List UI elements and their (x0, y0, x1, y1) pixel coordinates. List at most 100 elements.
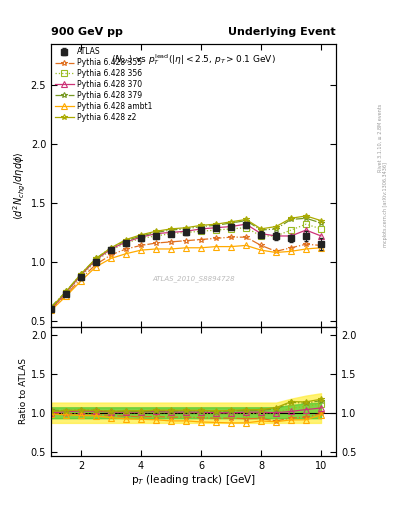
Pythia 6.428 355 (274, 248, 278, 254)
Text: $\langle N_{ch}\rangle$ vs $p_T^{\rm lead}$($|\eta| < 2.5$, $p_T > 0.1$ GeV): $\langle N_{ch}\rangle$ vs $p_T^{\rm lea… (111, 52, 276, 67)
Pythia 6.428 z2 (274, 223, 278, 229)
Pythia 6.428 355 (139, 242, 143, 248)
Pythia 6.428 370 (319, 233, 323, 239)
Pythia 6.428 355 (259, 242, 263, 248)
Pythia 6.428 370 (94, 257, 98, 263)
Pythia 6.428 z2 (214, 221, 219, 227)
Pythia 6.428 379 (169, 227, 173, 233)
Pythia 6.428 355 (199, 237, 204, 243)
Pythia 6.428 ambt1 (184, 245, 188, 251)
Pythia 6.428 356 (214, 227, 219, 233)
Pythia 6.428 z2 (304, 213, 309, 219)
Pythia 6.428 ambt1 (124, 250, 129, 257)
Pythia 6.428 ambt1 (109, 255, 114, 262)
X-axis label: p$_T$ (leading track) [GeV]: p$_T$ (leading track) [GeV] (131, 473, 256, 487)
Pythia 6.428 356 (259, 233, 263, 239)
Pythia 6.428 370 (229, 223, 233, 229)
Line: Pythia 6.428 ambt1: Pythia 6.428 ambt1 (48, 243, 324, 313)
Pythia 6.428 379 (139, 233, 143, 239)
Pythia 6.428 370 (274, 233, 278, 239)
Text: ATLAS_2010_S8894728: ATLAS_2010_S8894728 (152, 275, 235, 282)
Pythia 6.428 355 (79, 275, 83, 282)
Pythia 6.428 355 (244, 234, 248, 240)
Pythia 6.428 ambt1 (199, 245, 204, 251)
Pythia 6.428 ambt1 (244, 242, 248, 248)
Pythia 6.428 z2 (49, 305, 53, 311)
Pythia 6.428 379 (64, 288, 68, 294)
Pythia 6.428 370 (199, 226, 204, 232)
Pythia 6.428 z2 (124, 237, 129, 243)
Pythia 6.428 z2 (259, 226, 263, 232)
Text: mcplots.cern.ch [arXiv:1306.3436]: mcplots.cern.ch [arXiv:1306.3436] (383, 162, 387, 247)
Pythia 6.428 370 (244, 221, 248, 227)
Pythia 6.428 356 (49, 305, 53, 311)
Pythia 6.428 355 (124, 246, 129, 252)
Pythia 6.428 370 (304, 227, 309, 233)
Legend: ATLAS, Pythia 6.428 355, Pythia 6.428 356, Pythia 6.428 370, Pythia 6.428 379, P: ATLAS, Pythia 6.428 355, Pythia 6.428 35… (53, 46, 154, 123)
Pythia 6.428 ambt1 (154, 246, 158, 252)
Line: Pythia 6.428 370: Pythia 6.428 370 (48, 221, 324, 312)
Pythia 6.428 379 (319, 220, 323, 226)
Pythia 6.428 ambt1 (94, 264, 98, 270)
Pythia 6.428 356 (289, 227, 294, 233)
Pythia 6.428 379 (184, 226, 188, 232)
Pythia 6.428 ambt1 (214, 244, 219, 250)
Pythia 6.428 356 (274, 233, 278, 239)
Pythia 6.428 379 (79, 271, 83, 277)
Pythia 6.428 356 (124, 240, 129, 246)
Pythia 6.428 ambt1 (274, 249, 278, 255)
Pythia 6.428 379 (304, 215, 309, 221)
Text: Rivet 3.1.10, ≥ 2.8M events: Rivet 3.1.10, ≥ 2.8M events (378, 104, 383, 173)
Pythia 6.428 z2 (319, 218, 323, 224)
Pythia 6.428 ambt1 (289, 248, 294, 254)
Pythia 6.428 379 (289, 217, 294, 223)
Pythia 6.428 356 (79, 273, 83, 279)
Text: Underlying Event: Underlying Event (228, 27, 336, 37)
Pythia 6.428 z2 (79, 271, 83, 277)
Pythia 6.428 356 (94, 258, 98, 264)
Pythia 6.428 379 (109, 245, 114, 251)
Pythia 6.428 355 (109, 252, 114, 258)
Pythia 6.428 356 (319, 226, 323, 232)
Pythia 6.428 379 (49, 304, 53, 310)
Pythia 6.428 z2 (109, 245, 114, 251)
Pythia 6.428 370 (184, 228, 188, 234)
Pythia 6.428 z2 (139, 232, 143, 238)
Pythia 6.428 356 (109, 247, 114, 253)
Pythia 6.428 355 (214, 235, 219, 241)
Pythia 6.428 355 (229, 234, 233, 240)
Pythia 6.428 z2 (244, 217, 248, 223)
Pythia 6.428 379 (259, 227, 263, 233)
Text: 900 GeV pp: 900 GeV pp (51, 27, 123, 37)
Pythia 6.428 ambt1 (229, 244, 233, 250)
Pythia 6.428 370 (214, 225, 219, 231)
Pythia 6.428 355 (169, 239, 173, 245)
Pythia 6.428 379 (124, 238, 129, 244)
Pythia 6.428 370 (109, 246, 114, 252)
Pythia 6.428 356 (64, 290, 68, 296)
Pythia 6.428 355 (289, 245, 294, 251)
Pythia 6.428 ambt1 (304, 246, 309, 252)
Pythia 6.428 355 (94, 261, 98, 267)
Pythia 6.428 356 (184, 229, 188, 236)
Pythia 6.428 356 (199, 228, 204, 234)
Pythia 6.428 ambt1 (319, 245, 323, 251)
Pythia 6.428 ambt1 (139, 247, 143, 253)
Pythia 6.428 ambt1 (259, 247, 263, 253)
Pythia 6.428 370 (169, 229, 173, 236)
Pythia 6.428 355 (319, 242, 323, 248)
Pythia 6.428 370 (289, 233, 294, 239)
Pythia 6.428 355 (304, 241, 309, 247)
Pythia 6.428 356 (169, 230, 173, 237)
Pythia 6.428 370 (259, 230, 263, 237)
Pythia 6.428 ambt1 (169, 246, 173, 252)
Pythia 6.428 z2 (199, 222, 204, 228)
Pythia 6.428 355 (64, 292, 68, 298)
Pythia 6.428 370 (64, 290, 68, 296)
Pythia 6.428 z2 (94, 255, 98, 262)
Y-axis label: Ratio to ATLAS: Ratio to ATLAS (19, 358, 28, 424)
Pythia 6.428 379 (154, 229, 158, 236)
Pythia 6.428 356 (229, 226, 233, 232)
Pythia 6.428 355 (154, 240, 158, 246)
Pythia 6.428 356 (244, 225, 248, 231)
